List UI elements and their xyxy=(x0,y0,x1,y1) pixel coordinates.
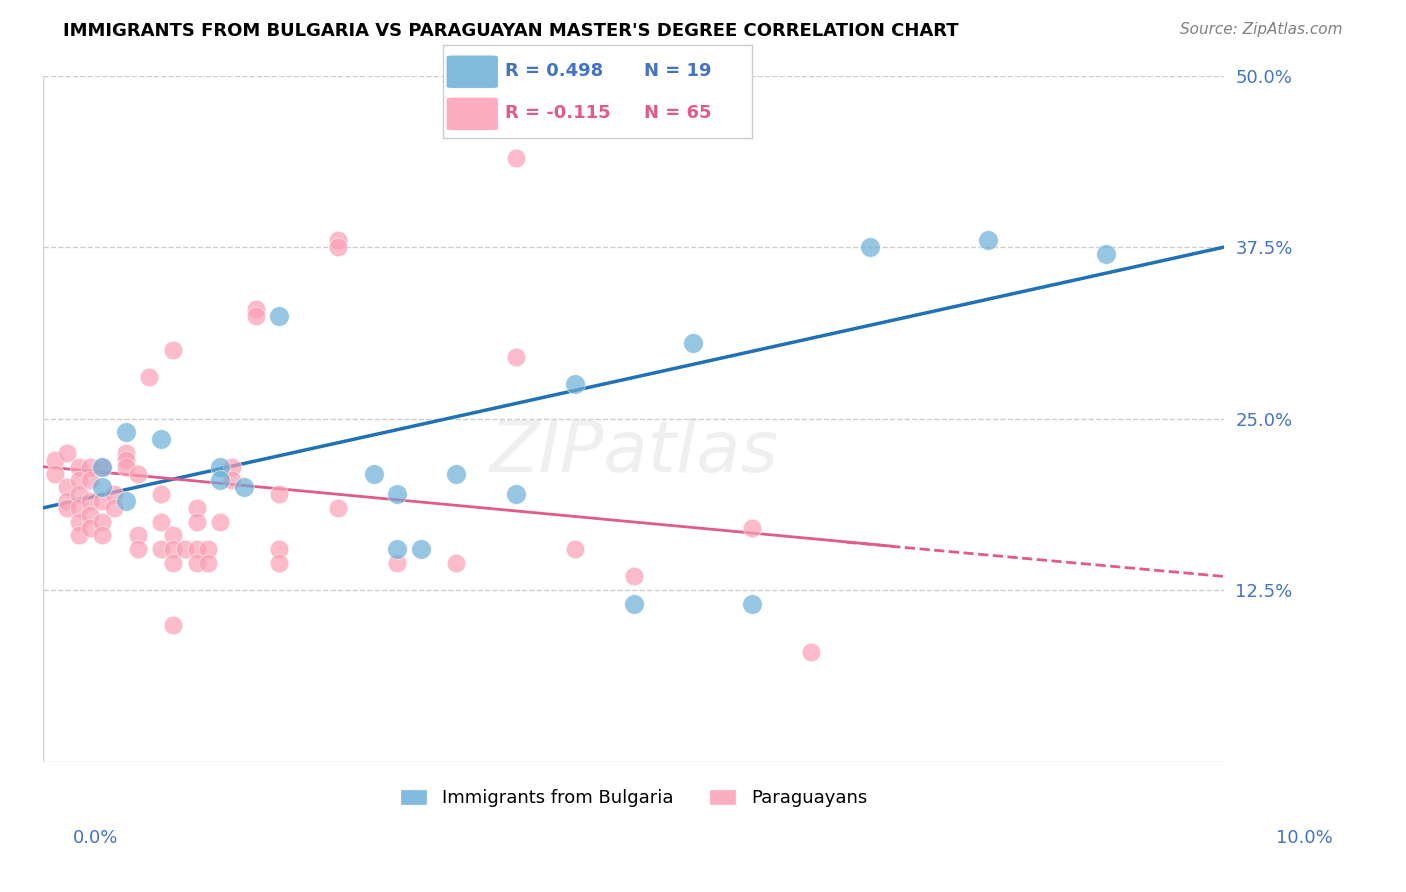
Point xyxy=(67,500,90,515)
Point xyxy=(446,467,468,481)
FancyBboxPatch shape xyxy=(446,55,499,88)
Text: R = -0.115: R = -0.115 xyxy=(505,104,610,122)
Point xyxy=(55,480,77,494)
Text: N = 19: N = 19 xyxy=(644,62,711,80)
Point xyxy=(387,542,409,557)
Point xyxy=(55,500,77,515)
Point xyxy=(245,309,267,323)
Text: IMMIGRANTS FROM BULGARIA VS PARAGUAYAN MASTER'S DEGREE CORRELATION CHART: IMMIGRANTS FROM BULGARIA VS PARAGUAYAN M… xyxy=(63,22,959,40)
Point xyxy=(186,556,208,570)
Point xyxy=(800,645,823,659)
Point xyxy=(186,515,208,529)
Point xyxy=(44,452,66,467)
Point xyxy=(505,350,527,364)
Point xyxy=(150,515,173,529)
Point xyxy=(741,597,763,611)
Point xyxy=(859,240,882,254)
Point xyxy=(79,494,101,508)
Point xyxy=(114,425,136,440)
Point xyxy=(114,494,136,508)
Point xyxy=(328,500,350,515)
Point xyxy=(269,556,291,570)
Point xyxy=(67,528,90,542)
Point xyxy=(127,542,149,557)
Point xyxy=(269,487,291,501)
Point xyxy=(67,459,90,474)
Point xyxy=(67,487,90,501)
Point xyxy=(245,301,267,316)
Point xyxy=(67,474,90,488)
Point xyxy=(162,617,184,632)
Point xyxy=(363,467,385,481)
Point xyxy=(162,343,184,357)
Point xyxy=(150,432,173,446)
Point xyxy=(328,240,350,254)
Point xyxy=(44,467,66,481)
Point xyxy=(682,336,704,351)
Point xyxy=(79,521,101,535)
Point xyxy=(209,515,232,529)
Point xyxy=(209,459,232,474)
Point xyxy=(197,542,219,557)
Point xyxy=(79,459,101,474)
Point xyxy=(103,487,125,501)
Point xyxy=(977,233,1000,247)
Point xyxy=(741,521,763,535)
Point xyxy=(186,500,208,515)
Text: Source: ZipAtlas.com: Source: ZipAtlas.com xyxy=(1180,22,1343,37)
Point xyxy=(564,542,586,557)
Text: 10.0%: 10.0% xyxy=(1277,829,1333,847)
Point xyxy=(138,370,160,384)
Point xyxy=(162,528,184,542)
Legend: Immigrants from Bulgaria, Paraguayans: Immigrants from Bulgaria, Paraguayans xyxy=(392,781,875,814)
Point xyxy=(387,487,409,501)
Point xyxy=(564,377,586,392)
Point xyxy=(55,446,77,460)
Point xyxy=(114,452,136,467)
Point xyxy=(127,467,149,481)
Point xyxy=(67,515,90,529)
Point xyxy=(79,508,101,522)
Point xyxy=(91,459,114,474)
Point xyxy=(197,556,219,570)
Point xyxy=(221,474,243,488)
Point xyxy=(505,487,527,501)
Point xyxy=(91,459,114,474)
Point xyxy=(409,542,432,557)
Point xyxy=(127,528,149,542)
Point xyxy=(186,542,208,557)
Point xyxy=(91,480,114,494)
Point xyxy=(623,597,645,611)
Point xyxy=(150,542,173,557)
Text: ZIPatlas: ZIPatlas xyxy=(489,418,778,487)
Point xyxy=(269,309,291,323)
FancyBboxPatch shape xyxy=(446,97,499,131)
Point xyxy=(91,494,114,508)
Point xyxy=(91,528,114,542)
Point xyxy=(269,542,291,557)
Point xyxy=(209,474,232,488)
Point xyxy=(505,151,527,165)
Point xyxy=(162,542,184,557)
Point xyxy=(79,474,101,488)
Point xyxy=(91,515,114,529)
Point xyxy=(623,569,645,583)
Point xyxy=(446,556,468,570)
Point xyxy=(173,542,195,557)
Point xyxy=(114,446,136,460)
Point xyxy=(55,494,77,508)
Point xyxy=(232,480,254,494)
Point xyxy=(103,500,125,515)
Text: R = 0.498: R = 0.498 xyxy=(505,62,603,80)
Text: N = 65: N = 65 xyxy=(644,104,711,122)
Point xyxy=(328,233,350,247)
Point xyxy=(221,459,243,474)
Point xyxy=(162,556,184,570)
Point xyxy=(150,487,173,501)
Point xyxy=(1095,247,1118,261)
Point xyxy=(387,556,409,570)
Point xyxy=(114,459,136,474)
Text: 0.0%: 0.0% xyxy=(73,829,118,847)
